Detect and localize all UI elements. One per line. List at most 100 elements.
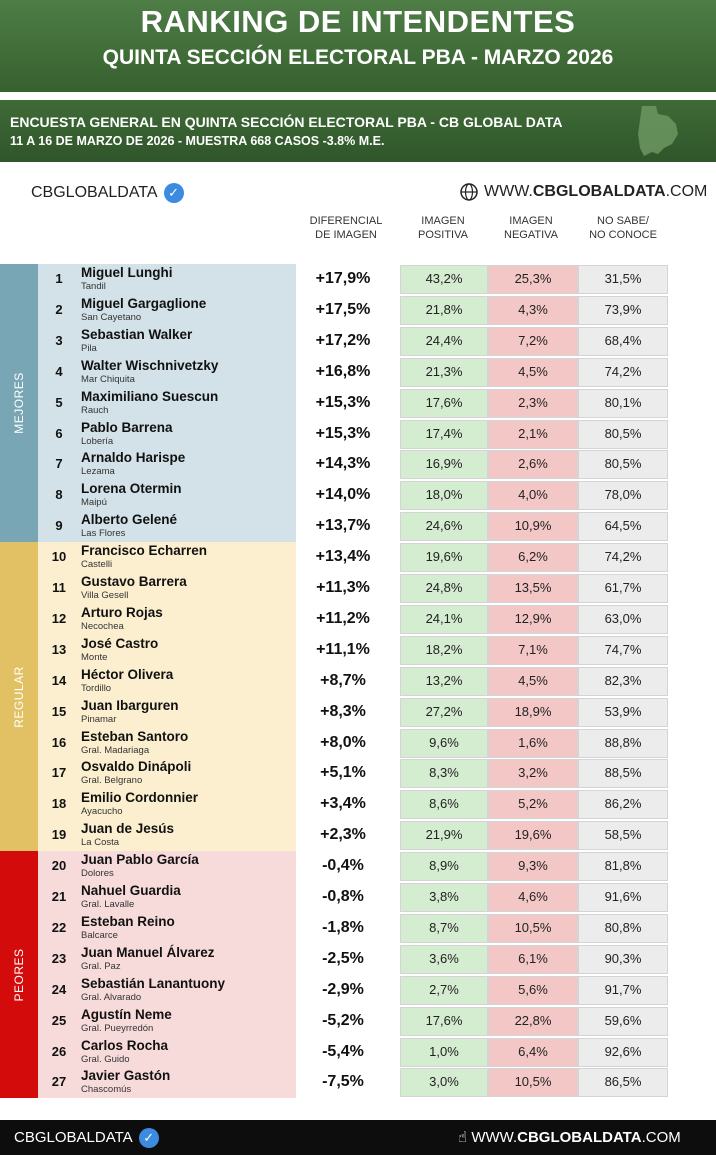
- rank-number: 8: [55, 487, 63, 503]
- image-differential: -0,8%: [322, 888, 364, 905]
- unknown-value: 64,5%: [604, 518, 642, 534]
- rank-number: 26: [51, 1043, 67, 1059]
- mayor-name: Arturo Rojas: [81, 604, 163, 620]
- positive-image-value: 19,6%: [425, 549, 463, 565]
- negative-cell-bg: [488, 326, 578, 356]
- unknown-value: 80,8%: [604, 919, 642, 935]
- table-row: 19 Juan de Jesús La Costa +2,3% 21,9% 19,6% 58…: [0, 820, 716, 851]
- positive-cell-bg: [400, 604, 488, 634]
- negative-cell-bg: [488, 728, 578, 758]
- unknown-cell-bg: [578, 295, 668, 325]
- positive-cell-bg: [400, 666, 488, 696]
- rank-number: 5: [55, 394, 63, 410]
- unknown-value: 91,7%: [604, 981, 642, 997]
- unknown-cell-bg: [578, 975, 668, 1005]
- municipality: Maipú: [81, 497, 107, 509]
- municipality: Tordillo: [81, 682, 112, 694]
- rank-number: 17: [51, 765, 67, 781]
- negative-image-value: 2,3%: [518, 394, 548, 410]
- image-differential: +13,7%: [315, 517, 371, 535]
- negative-cell-bg: [488, 574, 578, 603]
- positive-cell-bg: [400, 790, 488, 820]
- mayor-name: Miguel Gargaglione: [81, 295, 207, 311]
- table-row: 16 Esteban Santoro Gral. Madariaga +8,0% 9,6…: [0, 728, 716, 759]
- image-differential: +15,3%: [315, 393, 371, 411]
- mayor-name: Walter Wischnivetzky: [81, 357, 219, 373]
- unknown-value: 59,6%: [604, 1012, 642, 1028]
- mayor-name: Juan Ibarguren: [81, 697, 179, 713]
- rank-number: 23: [51, 950, 67, 966]
- negative-image-value: 12,9%: [514, 610, 552, 626]
- image-differential: -7,5%: [322, 1073, 364, 1091]
- negative-image-value: 4,5%: [518, 363, 548, 379]
- negative-image-value: 19,6%: [514, 827, 552, 843]
- municipality: Lezama: [81, 466, 115, 478]
- unknown-cell-bg: [578, 759, 668, 789]
- image-differential: +17,9%: [315, 270, 371, 287]
- negative-image-value: 2,6%: [518, 456, 548, 472]
- unknown-cell-bg: [578, 697, 668, 727]
- diff-column-bg: [296, 542, 396, 852]
- municipality: Gral. Madariaga: [81, 744, 150, 756]
- positive-image-value: 9,6%: [429, 734, 459, 750]
- positive-cell-bg: [400, 852, 488, 882]
- table-row: 14 Héctor Olivera Tordillo +8,7% 13,2% 4,5% 82…: [0, 666, 716, 697]
- mayor-name: Agustín Neme: [81, 1006, 172, 1022]
- positive-image-value: 3,8%: [429, 889, 459, 904]
- group-band-regular: REGULAR: [0, 542, 38, 852]
- mayor-name: Alberto Gelené: [81, 512, 178, 528]
- unknown-cell-bg: [578, 852, 668, 882]
- negative-image-value: 5,2%: [518, 796, 548, 812]
- unknown-value: 61,7%: [604, 580, 642, 595]
- table-row: 7 Arnaldo Harispe Lezama +14,3% 16,9% 2,6% 80,…: [0, 449, 716, 480]
- negative-cell-bg: [488, 790, 578, 820]
- negative-image-value: 13,5%: [514, 580, 552, 595]
- image-differential: +5,1%: [320, 764, 366, 782]
- footer-website-link[interactable]: ☝ WWW.CBGLOBALDATA.COM: [458, 1129, 681, 1146]
- unknown-cell-bg: [578, 821, 668, 851]
- rank-number: 12: [51, 610, 67, 626]
- unknown-value: 73,9%: [604, 301, 642, 317]
- col-header-positive: IMAGEN POSITIVA: [418, 215, 468, 241]
- image-differential: +2,3%: [320, 826, 366, 844]
- unknown-value: 80,1%: [604, 394, 642, 410]
- image-differential: -2,9%: [322, 980, 364, 998]
- table-row: 25 Agustín Neme Gral. Pueyrredón -5,2% 17,6%…: [0, 1006, 716, 1037]
- negative-image-value: 6,4%: [518, 1043, 548, 1059]
- negative-image-value: 4,5%: [518, 672, 548, 688]
- positive-image-value: 3,6%: [429, 950, 459, 966]
- municipality: Pila: [81, 342, 97, 354]
- municipality: Gral. Belgrano: [81, 775, 143, 787]
- positive-cell-bg: [400, 295, 488, 325]
- negative-cell-bg: [488, 635, 578, 665]
- mayor-name: Héctor Olivera: [81, 666, 174, 682]
- verified-badge-icon: ✓: [163, 183, 184, 203]
- rank-number: 18: [51, 796, 67, 812]
- image-differential: +17,5%: [315, 300, 371, 318]
- unknown-value: 78,0%: [604, 487, 642, 503]
- group-band-peores: PEORES: [0, 851, 38, 1099]
- municipality: Las Flores: [81, 528, 126, 540]
- website-link[interactable]: WWW.CBGLOBALDATA.COM: [460, 183, 707, 201]
- mayor-name: Nahuel Guardia: [81, 883, 181, 898]
- positive-cell-bg: [400, 759, 488, 789]
- rank-number: 21: [51, 889, 67, 904]
- footer-bar: CBGLOBALDATA ✓ ☝ WWW.CBGLOBALDATA.COM: [0, 1120, 716, 1155]
- rank-number: 20: [51, 858, 67, 874]
- positive-image-value: 3,0%: [429, 1074, 459, 1090]
- brand-logo: CBGLOBALDATA ✓: [31, 183, 184, 203]
- image-differential: +3,4%: [320, 795, 366, 813]
- positive-cell-bg: [400, 326, 488, 356]
- table-row: 6 Pablo Barrena Lobería +15,3% 17,4% 2,1% 80,5…: [0, 419, 716, 450]
- municipality: Castelli: [81, 559, 113, 571]
- municipality: Gral. Pueyrredón: [81, 1022, 154, 1034]
- negative-image-value: 2,1%: [518, 425, 548, 441]
- negative-cell-bg: [488, 697, 578, 727]
- mayor-name: Maximiliano Suescun: [81, 388, 219, 404]
- table-row: 3 Sebastian Walker Pila +17,2% 24,4% 7,2% 68,4…: [0, 326, 716, 357]
- image-differential: +14,3%: [315, 455, 371, 473]
- negative-cell-bg: [488, 512, 578, 542]
- table-row: 10 Francisco Echarren Castelli +13,4% 19,6% 6…: [0, 542, 716, 573]
- mayor-name: Lorena Otermin: [81, 481, 182, 497]
- negative-image-value: 4,0%: [518, 487, 548, 503]
